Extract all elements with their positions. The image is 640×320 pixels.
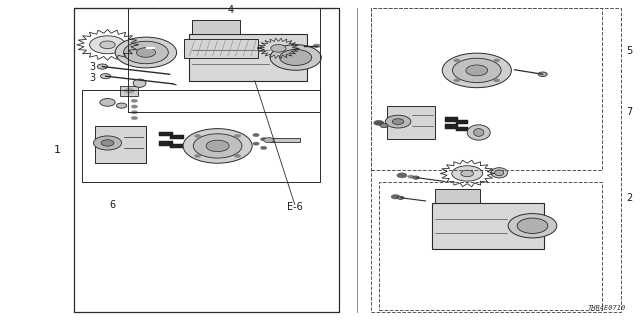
Ellipse shape (124, 41, 168, 64)
Ellipse shape (136, 48, 156, 57)
Bar (456, 127, 468, 131)
Ellipse shape (452, 58, 501, 83)
Text: 7: 7 (626, 107, 632, 117)
Ellipse shape (131, 105, 138, 108)
Bar (189, 34, 307, 81)
Ellipse shape (495, 170, 504, 176)
Ellipse shape (452, 166, 483, 181)
Ellipse shape (397, 173, 407, 178)
Ellipse shape (493, 79, 500, 82)
Ellipse shape (90, 36, 125, 54)
Bar (435, 189, 480, 203)
Ellipse shape (467, 125, 490, 140)
Ellipse shape (101, 140, 114, 146)
Bar (269, 138, 300, 142)
Ellipse shape (97, 64, 108, 69)
Ellipse shape (374, 120, 384, 125)
Ellipse shape (385, 115, 411, 128)
Text: 5: 5 (626, 46, 632, 56)
Ellipse shape (270, 44, 321, 70)
Bar (432, 203, 544, 249)
Ellipse shape (313, 44, 321, 48)
Ellipse shape (124, 88, 134, 93)
Ellipse shape (132, 43, 147, 53)
Bar (445, 124, 458, 129)
Ellipse shape (493, 59, 500, 62)
Text: 2: 2 (626, 193, 632, 204)
Ellipse shape (264, 138, 274, 143)
Ellipse shape (517, 218, 548, 234)
Ellipse shape (280, 49, 312, 65)
Bar (159, 132, 173, 136)
Ellipse shape (380, 123, 388, 128)
Ellipse shape (538, 72, 547, 76)
Ellipse shape (125, 39, 154, 57)
Ellipse shape (392, 119, 404, 124)
Bar (456, 120, 468, 124)
Ellipse shape (131, 111, 138, 114)
Bar (184, 39, 258, 58)
Ellipse shape (391, 195, 400, 199)
Text: 3: 3 (90, 73, 96, 84)
Bar (159, 141, 173, 146)
Ellipse shape (131, 99, 138, 102)
Text: E-6: E-6 (287, 202, 302, 212)
Ellipse shape (491, 168, 508, 178)
Ellipse shape (100, 99, 115, 106)
Bar (170, 144, 184, 148)
Ellipse shape (508, 214, 557, 238)
Text: 6: 6 (109, 200, 115, 210)
Text: 4: 4 (227, 5, 234, 15)
Ellipse shape (253, 133, 259, 137)
Ellipse shape (466, 65, 488, 76)
Text: 3: 3 (90, 62, 96, 72)
Ellipse shape (260, 146, 267, 149)
Ellipse shape (397, 196, 404, 199)
Ellipse shape (100, 74, 111, 79)
Ellipse shape (183, 129, 252, 163)
Ellipse shape (157, 45, 173, 56)
Ellipse shape (100, 41, 115, 49)
Ellipse shape (461, 170, 474, 177)
Bar (387, 106, 435, 139)
Ellipse shape (133, 79, 146, 87)
Ellipse shape (131, 116, 138, 120)
Ellipse shape (454, 59, 460, 62)
Ellipse shape (206, 140, 229, 152)
Text: THR4E0710: THR4E0710 (588, 305, 626, 311)
Ellipse shape (454, 79, 460, 82)
Ellipse shape (260, 138, 267, 141)
Ellipse shape (161, 48, 169, 53)
Ellipse shape (271, 44, 286, 52)
Bar (170, 135, 184, 139)
Ellipse shape (234, 154, 241, 157)
Bar (445, 117, 458, 122)
Bar (120, 86, 138, 96)
Bar (95, 126, 146, 163)
Ellipse shape (474, 129, 484, 136)
Ellipse shape (413, 176, 419, 179)
Ellipse shape (116, 103, 127, 108)
Ellipse shape (195, 154, 201, 157)
Bar (192, 20, 240, 34)
Ellipse shape (408, 175, 414, 178)
Text: 1: 1 (54, 145, 61, 156)
Ellipse shape (93, 136, 122, 150)
Ellipse shape (195, 134, 201, 138)
Ellipse shape (115, 37, 177, 68)
Ellipse shape (193, 134, 242, 158)
Ellipse shape (253, 142, 259, 145)
Ellipse shape (234, 134, 241, 138)
Ellipse shape (442, 53, 511, 88)
